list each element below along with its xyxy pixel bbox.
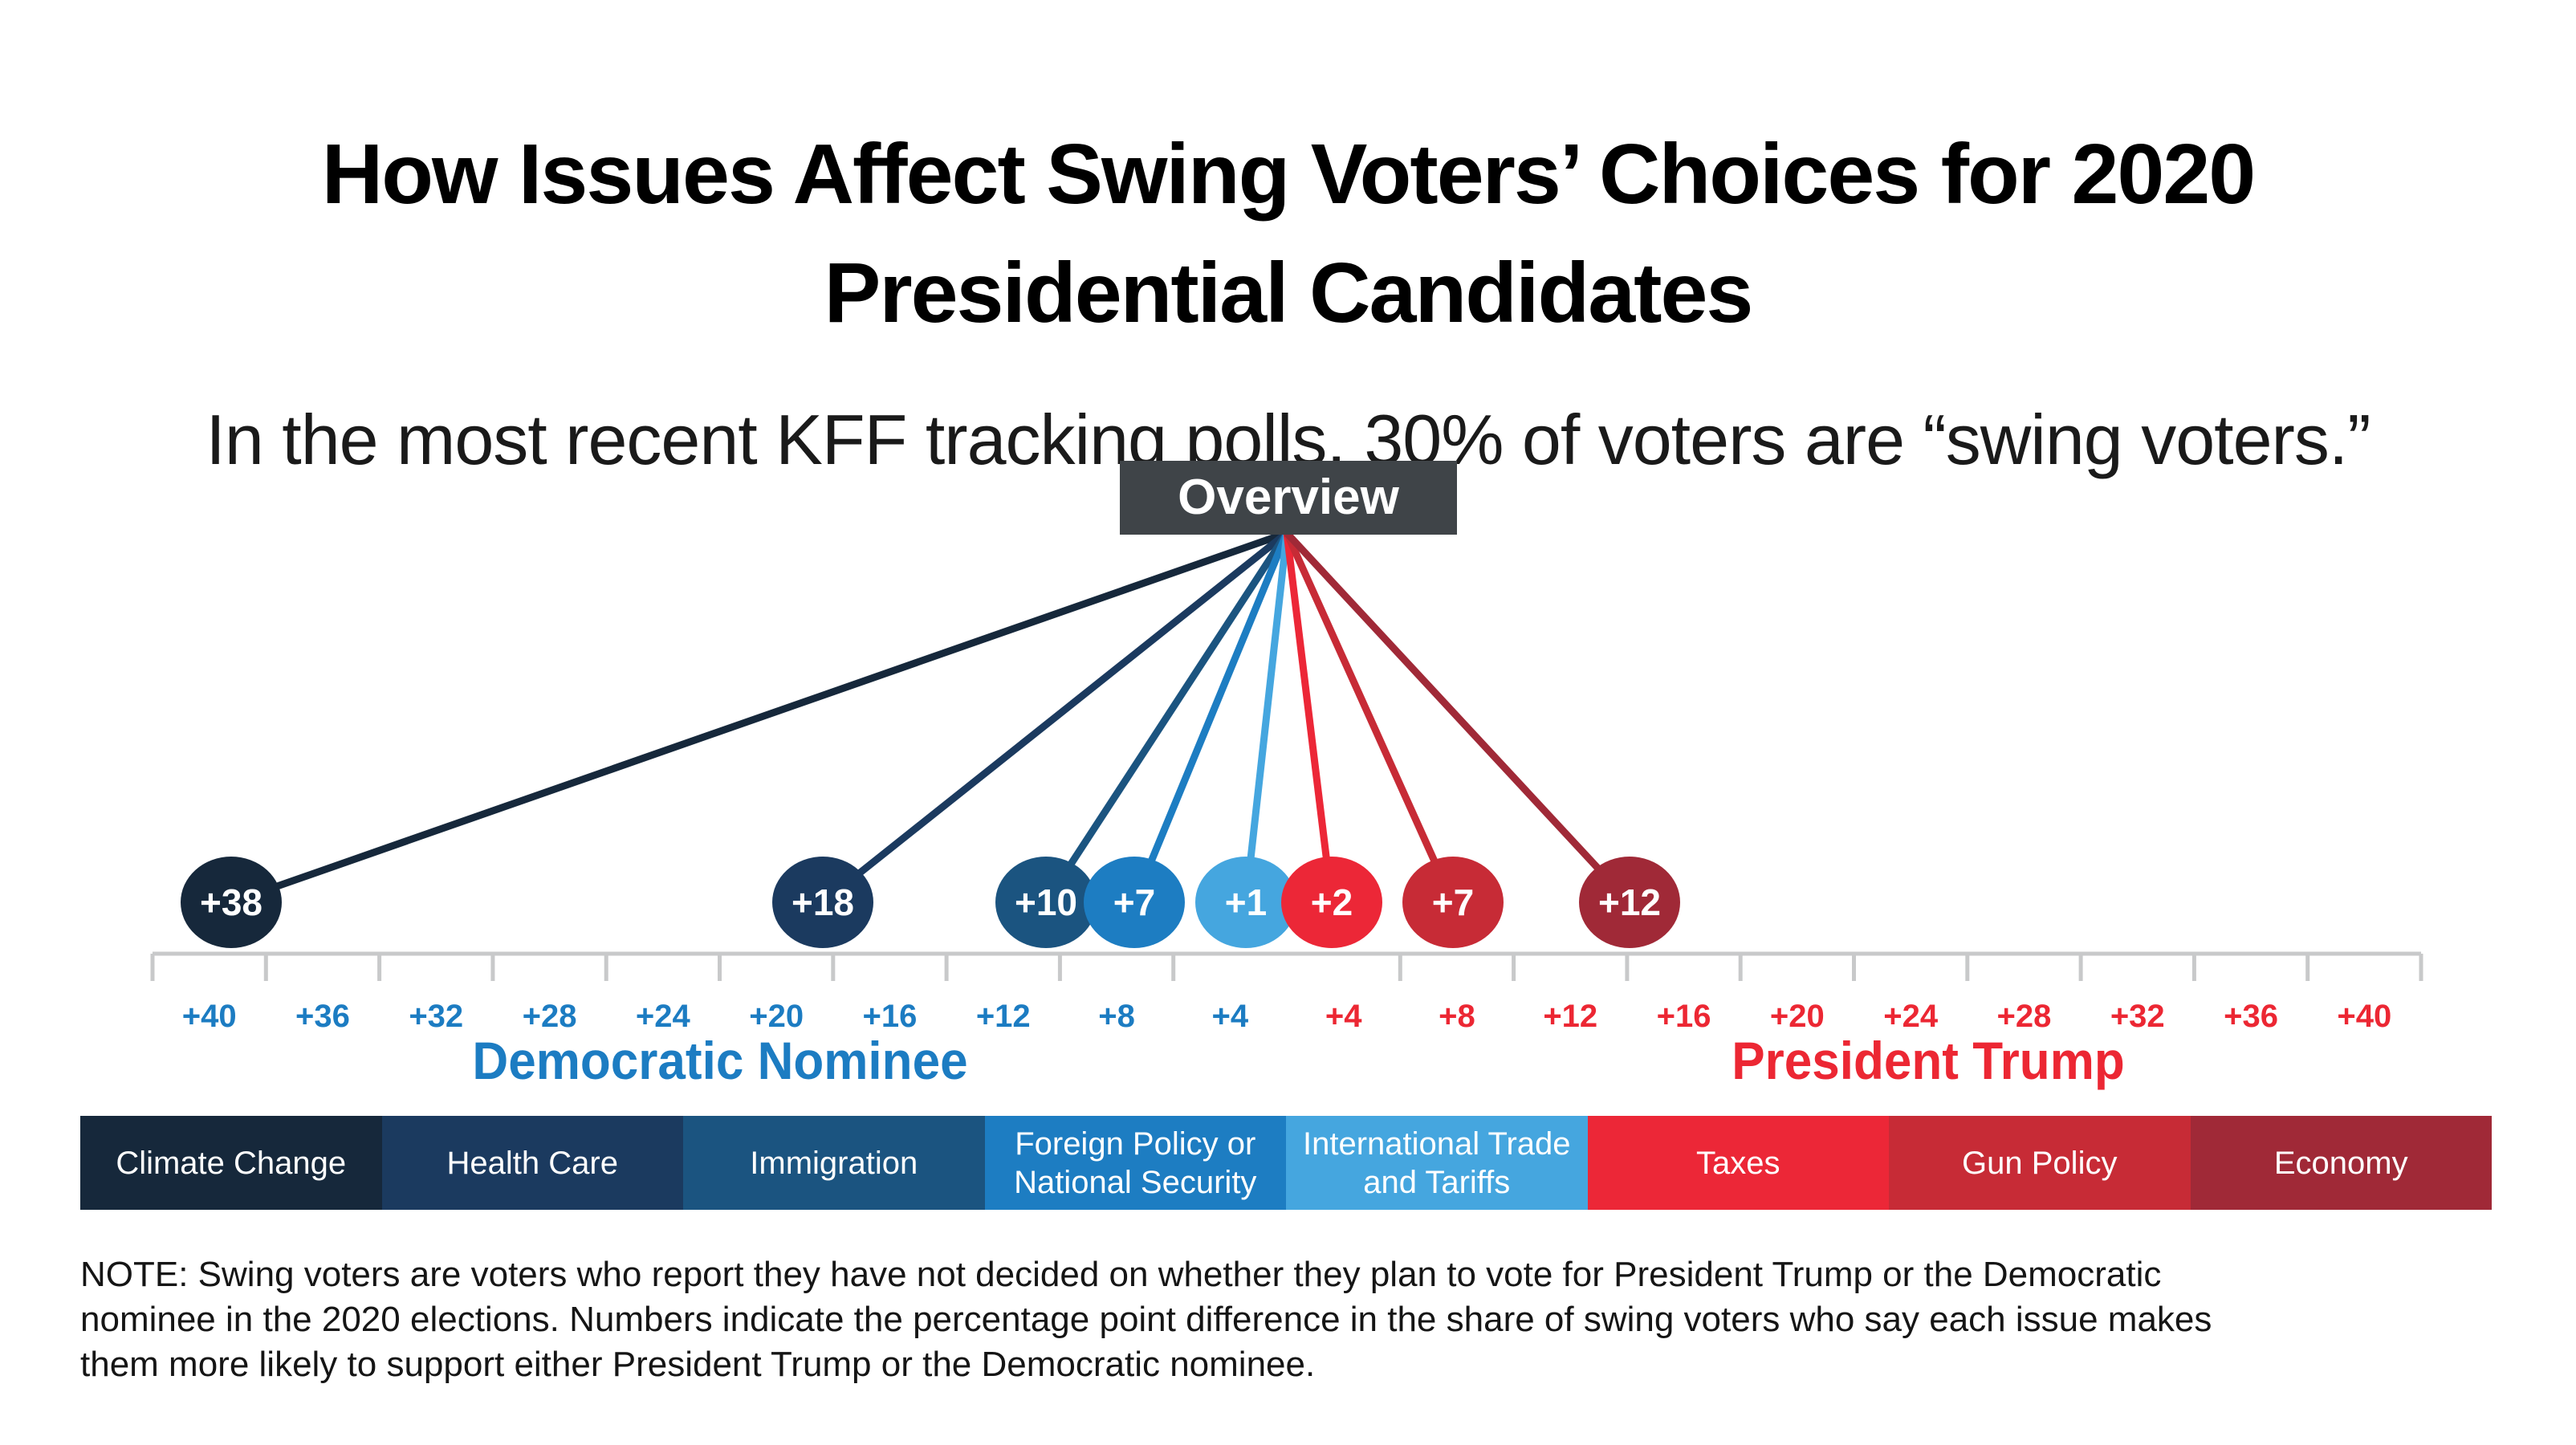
axis-tick-label: +8 [1439,999,1475,1034]
legend-item-foreign-policy-or-national-security[interactable]: Foreign Policy or National Security [984,1116,1286,1210]
data-point-climate-change [181,857,282,948]
note-text: NOTE: Swing voters are voters who report… [80,1252,2212,1387]
connector-line-gun-policy [1283,531,1457,904]
axis-tick-label: +12 [1543,999,1597,1034]
legend-item-label: Foreign Policy or National Security [1014,1125,1257,1200]
legend-item-international-trade-and-tariffs[interactable]: International Trade and Tariffs [1286,1116,1588,1210]
data-point-value-climate-change: +38 [200,881,262,923]
legend-item-label: Taxes [1696,1145,1780,1181]
legend-item-gun-policy[interactable]: Gun Policy [1889,1116,2191,1210]
legend-item-climate-change[interactable]: Climate Change [80,1116,382,1210]
data-point-value-foreign-policy-or-national-security: +7 [1113,881,1155,923]
axis-group-label-president-trump: President Trump [1732,1031,2125,1090]
data-point-value-international-trade-and-tariffs: +1 [1225,881,1267,923]
legend-row: Climate Change Health Care Immigration Fore… [80,1116,2492,1210]
legend-item-immigration[interactable]: Immigration [683,1116,985,1210]
legend-item-label: Gun Policy [1962,1145,2118,1181]
axis-tick-label: +24 [1883,999,1939,1034]
legend-item-label: Economy [2273,1145,2408,1181]
note-line: NOTE: Swing voters are voters who report… [80,1255,2162,1294]
data-point-value-health-care: +18 [792,881,854,923]
data-point-economy [1579,857,1680,948]
page-title-line1: How Issues Affect Swing Voters’ Choices … [321,127,2257,222]
data-point-foreign-policy-or-national-security [1084,857,1185,948]
axis-tick-label: +32 [409,999,463,1034]
legend-item-label: Immigration [750,1145,918,1181]
data-point-value-immigration: +10 [1015,881,1077,923]
connector-line-international-trade-and-tariffs [1242,532,1291,903]
axis-tick-label: +20 [1770,999,1825,1034]
axis-tick-label: +16 [1657,999,1711,1034]
axis-tick-label: +32 [2110,999,2165,1034]
axis-tick-label: +4 [1212,999,1249,1034]
axis-tick-label: +36 [2224,999,2278,1034]
legend-item-health-care[interactable]: Health Care [381,1116,683,1210]
axis-tick-label: +40 [182,999,237,1034]
connector-line-taxes [1283,532,1336,903]
note-line: them more likely to support either Presi… [80,1345,1316,1384]
data-point-international-trade-and-tariffs [1195,857,1296,948]
axis-tick-label: +28 [1997,999,2052,1034]
axis-tick-label: +40 [2337,999,2391,1034]
axis-group-label-democratic-nominee: Democratic Nominee [472,1031,968,1090]
data-point-value-gun-policy: +7 [1432,881,1474,923]
axis-tick-label: +20 [749,999,804,1034]
connector-line-economy [1284,530,1633,906]
data-point-gun-policy [1402,857,1504,948]
axis-tick-label: +16 [863,999,918,1034]
data-point-value-taxes: +2 [1311,881,1353,923]
connector-line-health-care [820,530,1289,906]
axis-tick-label: +36 [295,999,350,1034]
data-point-immigration [995,857,1097,948]
data-point-taxes [1281,857,1382,948]
connector-line-foreign-policy-or-national-security [1130,531,1291,904]
data-point-value-economy: +12 [1598,881,1661,923]
overview-badge[interactable]: Overview [1120,461,1457,535]
legend-item-label: International Trade and Tariffs [1302,1125,1571,1200]
axis-tick-label: +4 [1325,999,1362,1034]
page-title-line2: Presidential Candidates [824,246,1754,341]
legend-item-label: Health Care [446,1145,618,1181]
legend-item-taxes[interactable]: Taxes [1587,1116,1889,1210]
axis-tick-label: +12 [976,999,1031,1034]
axis-tick-label: +8 [1098,999,1135,1034]
axis-tick-label: +28 [523,999,577,1034]
page-title: How Issues Affect Swing Voters’ Choices … [0,115,2576,352]
connector-line-immigration [1043,531,1290,905]
note-line: nominee in the 2020 elections. Numbers i… [80,1300,2212,1339]
legend-item-label: Climate Change [116,1145,347,1181]
connector-line-climate-change [230,529,1288,906]
legend-item-economy[interactable]: Economy [2190,1116,2492,1210]
data-point-health-care [772,857,873,948]
axis-tick-label: +24 [636,999,691,1034]
